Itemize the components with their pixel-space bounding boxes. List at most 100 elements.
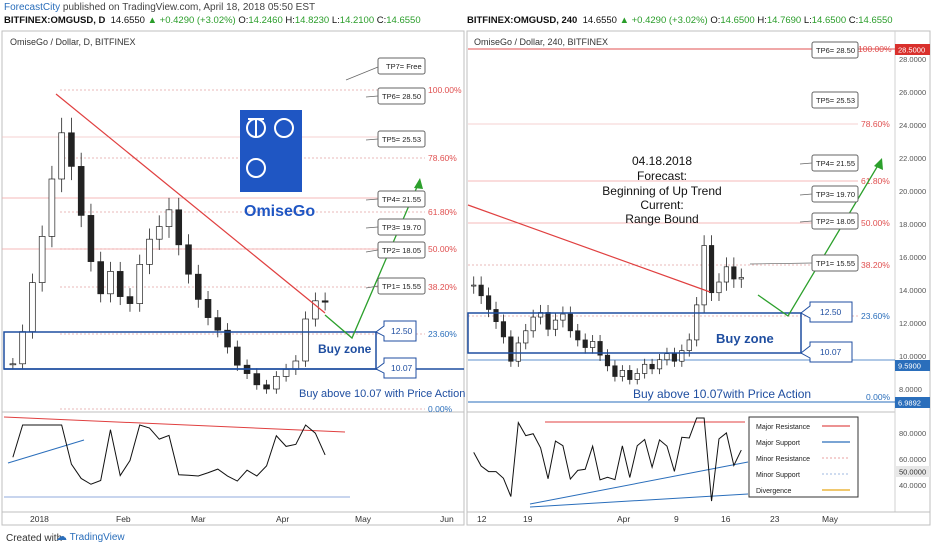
right-candle	[604, 354, 611, 367]
legend-item-2: Minor Resistance	[756, 456, 810, 463]
right-forecast-arrow-head	[874, 158, 883, 170]
right-x-tick-0: 12	[477, 514, 487, 524]
right-candle	[486, 295, 492, 310]
left-osc-support	[7, 439, 85, 464]
left-fib-label-786: 78.60%	[428, 153, 457, 163]
left-candle	[48, 178, 56, 237]
left-candle	[136, 264, 144, 304]
left-candle	[253, 373, 261, 386]
right-candle	[723, 266, 729, 283]
left-candle	[282, 369, 290, 377]
right-candle	[619, 370, 625, 377]
right-price-tick-2: 24.0000	[899, 121, 926, 130]
charts-canvas[interactable]: OmiseGo / Dollar, D, BITFINEX OmiseGo / …	[0, 0, 932, 528]
right-price-tag-top-bg	[895, 44, 930, 55]
right-candle	[664, 353, 670, 361]
right-price-tick-6: 16.0000	[899, 253, 926, 262]
left-candle	[58, 132, 65, 180]
left-candle	[185, 244, 192, 275]
left-callout-1250: 12.50	[391, 326, 413, 336]
left-callout-1007: 10.07	[391, 363, 413, 373]
right-price-tag-bottom-bg	[895, 397, 930, 408]
right-fib-label-0: 0.00%	[866, 392, 891, 402]
right-price-tick-0: 28.0000	[899, 55, 926, 64]
left-symbol: BITFINEX:OMGUSD, D	[4, 15, 106, 26]
right-candle	[694, 304, 700, 341]
left-x-tick-2: Mar	[191, 514, 206, 524]
right-open: 14.6500	[720, 15, 755, 26]
legend-item-1: Major Support	[756, 440, 800, 447]
left-candle	[146, 238, 153, 265]
left-fib-label-618: 61.80%	[428, 207, 457, 217]
right-resistance-trendline	[467, 204, 711, 293]
left-candle	[321, 300, 329, 303]
right-caption: Buy above 10.07with Price Action	[633, 387, 811, 401]
publisher-line: ForecastCity published on TradingView.co…	[4, 2, 315, 13]
right-candle	[582, 339, 588, 348]
left-fib-label-236: 23.60%	[428, 329, 457, 339]
right-price-tag-bottom: 6.9892	[898, 399, 921, 408]
right-fib-label-236: 23.60%	[861, 311, 890, 321]
left-candle	[175, 209, 183, 246]
omisego-logo-text: OmiseGo	[244, 203, 315, 220]
right-candle	[575, 330, 581, 341]
right-candle	[701, 245, 707, 306]
tradingview-cloud-icon: ☁	[56, 531, 67, 543]
right-panel-frame	[466, 30, 931, 526]
footer: Created with ☁ TradingView	[0, 528, 932, 550]
left-candle	[77, 166, 85, 216]
right-x-tick-5: 23	[770, 514, 780, 524]
left-candle	[204, 299, 212, 318]
left-candle	[9, 363, 17, 366]
created-with: Created with	[6, 533, 63, 544]
left-x-tick-5: Jun	[440, 514, 454, 524]
left-fib-label-0: 0.00%	[428, 404, 453, 414]
right-chart-title: OmiseGo / Dollar, 240, BITFINEX	[474, 37, 608, 47]
right-candle	[716, 281, 722, 294]
left-candle	[38, 236, 46, 283]
right-tp2-label: TP2= 18.05	[816, 217, 855, 226]
right-candle	[515, 342, 521, 362]
left-candle	[97, 261, 104, 295]
left-tp3-label: TP3= 19.70	[382, 223, 421, 232]
legend-item-0: Major Resistance	[756, 424, 810, 431]
left-tp2-label: TP2= 18.05	[382, 246, 421, 255]
right-price-tag-top: 28.5000	[898, 46, 925, 55]
right-candle	[656, 359, 663, 370]
right-candle	[671, 353, 677, 362]
right-tp1-label: TP1= 15.55	[816, 259, 855, 268]
left-candle	[292, 360, 300, 370]
right-callout-1250-box	[800, 301, 853, 323]
legend-item-4: Divergence	[756, 488, 792, 495]
legend-item-3: Minor Support	[756, 472, 800, 479]
right-price-tick-1: 26.0000	[899, 88, 926, 97]
right-candle	[597, 341, 603, 356]
right-tp6-label: TP6= 28.50	[816, 46, 855, 55]
tradingview-logo[interactable]: ☁ TradingView	[56, 530, 125, 543]
left-callout-1250-box	[375, 320, 417, 342]
left-fib-label-500: 50.00%	[428, 244, 457, 254]
right-candle	[634, 373, 640, 380]
left-x-tick-3: Apr	[276, 514, 289, 524]
left-osc-resistance	[3, 416, 346, 433]
left-chart-title: OmiseGo / Dollar, D, BITFINEX	[10, 37, 136, 47]
right-oscillator-line	[473, 417, 742, 502]
right-osc-axis: 80.0000 60.0000 50.0000 40.0000	[895, 429, 930, 490]
left-candle	[19, 331, 26, 365]
left-candle	[29, 282, 36, 332]
forecast-box: 04.18.2018 Forecast: Beginning of Up Tre…	[602, 154, 721, 226]
left-targets	[345, 57, 426, 295]
right-price-tick-5: 18.0000	[899, 220, 926, 229]
published-info: published on TradingView.com, April 18, …	[62, 2, 316, 13]
author-name[interactable]: ForecastCity	[4, 2, 61, 13]
right-candle	[679, 350, 685, 362]
current-text: Range Bound	[625, 212, 698, 226]
right-osc-tick-3: 40.0000	[899, 481, 926, 490]
right-low: 14.6500	[811, 15, 847, 26]
right-change: ▲ +0.4290 (+3.02%)	[619, 15, 708, 26]
right-x-tick-1: 19	[523, 514, 533, 524]
right-buy-zone	[467, 312, 802, 354]
right-callout-1250: 12.50	[820, 307, 842, 317]
left-ohlc-line: BITFINEX:OMGUSD, D 14.6550 ▲ +0.4290 (+3…	[4, 15, 421, 26]
right-symbol: BITFINEX:OMGUSD, 240	[467, 15, 578, 26]
